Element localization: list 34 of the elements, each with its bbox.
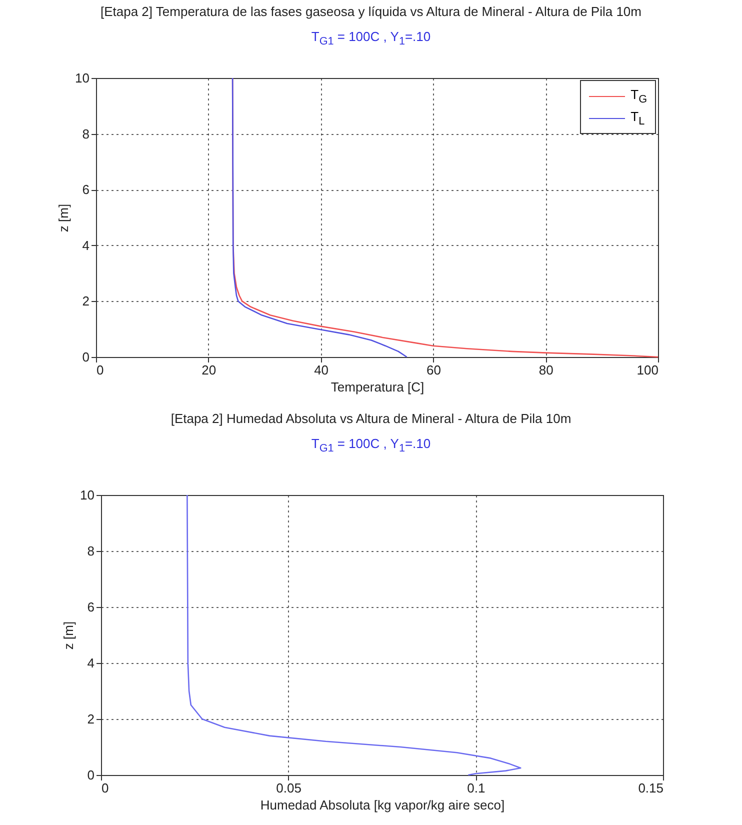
line-series	[186, 494, 522, 776]
x-tick-label: 60	[426, 362, 441, 378]
x-tick-label: 80	[538, 362, 554, 378]
y-tick-label: 2	[87, 712, 94, 726]
x-tick-label: 20	[202, 362, 216, 378]
chart-subtitle: T$_{G1}$ = 100C , Y$_{1}$=.10	[310, 435, 432, 457]
y-tick-label: 0	[87, 768, 94, 782]
y-tick-label: 8	[82, 126, 90, 142]
legend-label: T$_{L}$	[630, 108, 645, 128]
y-tick-label: 6	[82, 182, 90, 198]
y-axis-title: z [m]	[61, 621, 76, 650]
y-tick-label: 10	[80, 488, 94, 502]
y-tick-label: 6	[87, 600, 94, 614]
x-tick-label: 40	[314, 362, 329, 378]
x-tick-label: 0	[96, 362, 104, 378]
chart-title: [Etapa 2] Temperatura de las fases gaseosa y líquida vs Altura de Mineral - Altura de Pila 10m	[99, 3, 642, 21]
x-axis-title: Humedad Absoluta [kg vapor/kg aire seco]	[260, 798, 505, 812]
y-tick-label: 4	[87, 656, 94, 670]
legend-label: T$_{G}$	[630, 86, 647, 106]
x-tick-label: 0	[102, 780, 109, 796]
y-tick-label: 4	[82, 238, 90, 253]
x-tick-label: 0.15	[638, 780, 664, 796]
y-tick-label: 0	[82, 350, 90, 364]
y-tick-label: 10	[75, 70, 90, 86]
y-tick-label: 2	[82, 294, 90, 309]
y-axis-title: z [m]	[56, 204, 72, 232]
line-series	[232, 77, 408, 358]
x-tick-label: 0.1	[467, 780, 486, 796]
x-tick-label: 0.05	[276, 780, 302, 796]
y-tick-label: 8	[87, 544, 94, 558]
x-axis-title: Temperatura [C]	[330, 380, 424, 394]
chart-title: [Etapa 2] Humedad Absoluta vs Altura de Mineral - Altura de Pila 10m	[170, 410, 572, 428]
x-tick-label: 100	[636, 362, 658, 378]
chart-subtitle: T$_{G1}$ = 100C , Y$_{1}$=.10	[310, 28, 432, 50]
